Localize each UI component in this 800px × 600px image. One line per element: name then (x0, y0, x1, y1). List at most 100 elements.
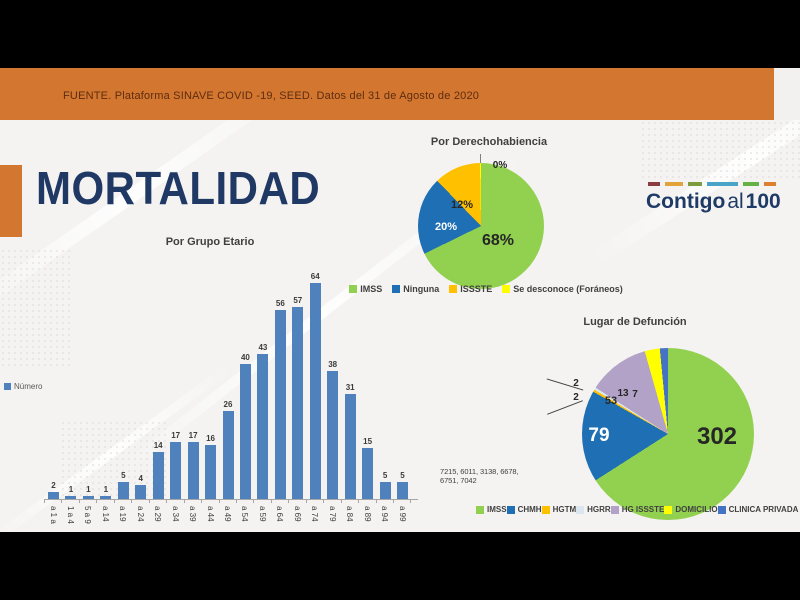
legend-label: HG ISSSTE (621, 505, 665, 514)
pie2-title: Lugar de Defunción (583, 316, 687, 328)
bar-a24 (135, 485, 147, 499)
x-axis-label: a 14 (100, 506, 110, 522)
bar-value-label: 5 (121, 471, 126, 480)
logo-text-contigo: Contigo (646, 190, 726, 213)
pie-slice-label-domicilio: 13 (617, 388, 629, 399)
x-axis-label: a 69 (292, 506, 302, 522)
legend-item-hgtm: HGTM (541, 505, 577, 514)
bar-a64 (274, 310, 286, 499)
axis-tick (253, 499, 255, 503)
pie-slice-label-chmh: 79 (588, 425, 610, 446)
page-title: MORTALIDAD (36, 162, 321, 214)
bar-a84 (344, 394, 356, 499)
axis-tick (393, 499, 394, 503)
bar-a19 (117, 482, 129, 499)
logo-dash (742, 182, 759, 186)
bar-value-label: 40 (240, 353, 250, 362)
bar-value-label: 4 (138, 474, 143, 483)
legend-swatch (449, 285, 458, 293)
bar-a69 (292, 307, 304, 499)
x-axis-label: a 74 (310, 506, 320, 522)
bar-value-label: 14 (153, 441, 163, 450)
bar-a99 (397, 482, 408, 499)
bar-value-label: 1 (103, 485, 109, 494)
top-letterbox (0, 0, 800, 68)
logo-dash (707, 182, 738, 186)
legend-item-issste: ISSSTE (449, 284, 492, 294)
axis-tick (131, 499, 133, 503)
decorative-dots (640, 120, 800, 180)
pie-slice-label-issste: 12% (450, 199, 474, 211)
legend-label: CHMH (517, 505, 542, 514)
pie-slice-label-hg-issste: 53 (604, 395, 618, 407)
x-axis-line (44, 499, 418, 500)
x-axis-label: a 34 (170, 506, 180, 522)
logo-dash (688, 182, 703, 186)
pie-slice-label-imss: 68% (481, 232, 515, 249)
logo-dashes (648, 182, 776, 186)
axis-tick (270, 499, 272, 503)
axis-tick (183, 499, 185, 503)
pie-derechohabiencia (418, 163, 544, 289)
logo-text: Contigoal100 (646, 190, 781, 214)
x-axis-label: a 99 (397, 506, 407, 522)
bar-value-label: 17 (188, 431, 198, 440)
legend-item-hgrr: HGRR (576, 505, 611, 514)
bar-a89 (362, 448, 374, 499)
x-axis-label: a 54 (240, 506, 250, 522)
decorative-dots (0, 248, 70, 368)
bar-chart-legend: Número (4, 382, 42, 391)
orange-accent-block (0, 165, 22, 237)
axis-tick (288, 499, 290, 503)
legend-swatch (349, 285, 358, 293)
pie-slice-label-se-desconoce-(foráneos): 0% (492, 160, 508, 171)
legend-label: HGTM (552, 505, 577, 514)
x-axis-label: a 59 (257, 506, 267, 522)
pie-lugar-defuncion (582, 348, 754, 520)
axis-tick (235, 499, 237, 503)
pie2-legend: IMSS CHMH HGTM HGRR HG ISSSTE DOMICILIO CLINIC… (476, 505, 798, 514)
x-axis-label: a 49 (223, 506, 232, 522)
bar-a49 (222, 411, 234, 499)
axis-tick (96, 499, 98, 503)
x-axis-label: a 29 (153, 506, 163, 522)
legend-swatch (476, 505, 484, 514)
bar-chart-title: Por Grupo Etario (165, 236, 255, 248)
pie-slice-label-clinica-privada: 7 (632, 389, 638, 400)
logo-text-100: 100 (745, 190, 781, 213)
legend-item-imss: IMSS (476, 505, 507, 514)
logo-dash (665, 182, 684, 186)
bar-a44 (205, 445, 217, 499)
axis-tick (78, 499, 80, 503)
legend-item-clinica-privada: CLINICA PRIVADA (717, 505, 799, 514)
bar-value-label: 2 (51, 481, 56, 490)
bar-value-label: 16 (206, 434, 215, 443)
x-axis-label: a 94 (380, 506, 390, 522)
bar-value-label: 26 (223, 400, 233, 409)
axis-tick (44, 499, 45, 503)
legend-label: IMSS (360, 284, 383, 294)
axis-tick (340, 499, 342, 503)
legend-swatch (576, 505, 585, 514)
pie1-title: Por Derechohabiencia (430, 136, 548, 148)
bar-a59 (257, 354, 269, 499)
bar-value-label: 31 (345, 383, 355, 392)
logo-text-al: al (727, 190, 744, 213)
legend-swatch (541, 505, 550, 514)
bar-a94 (379, 482, 391, 499)
axis-tick (410, 499, 412, 503)
numero-legend-label: Número (14, 382, 43, 391)
legend-label: CLINICA PRIVADA (728, 505, 799, 514)
legend-swatch (610, 505, 619, 514)
header-band-row: FUENTE. Plataforma SINAVE COVID -19, SEE… (0, 68, 800, 120)
axis-tick (148, 499, 150, 503)
x-axis-label: 5 a 9 (83, 506, 93, 524)
pie-slice-label-hgtm: 2 (573, 378, 579, 389)
x-axis-label: a 89 (362, 506, 372, 522)
pie-slice-label-imss: 302 (696, 423, 738, 450)
bar-value-label: 1 (86, 485, 91, 494)
x-axis-label: a 84 (345, 506, 355, 522)
bar-a54 (239, 364, 251, 499)
logo-dash (648, 182, 661, 186)
